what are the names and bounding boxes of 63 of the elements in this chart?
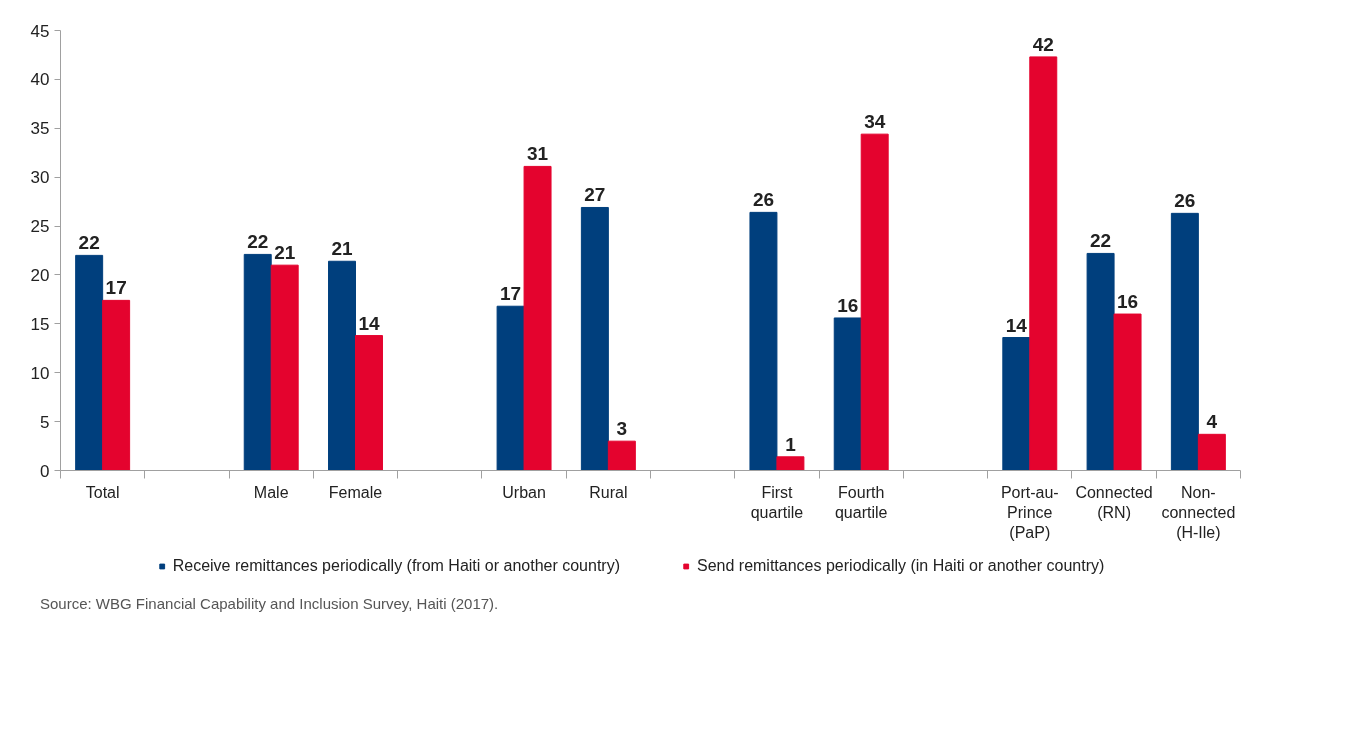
- bar: [1197, 433, 1226, 471]
- y-tick-label: 10: [30, 363, 50, 383]
- data-label: 16: [837, 294, 859, 316]
- data-label: 21: [331, 238, 354, 260]
- bar: [776, 456, 805, 471]
- y-tick-label: 25: [30, 217, 50, 237]
- bar: [328, 260, 356, 471]
- data-label: 22: [247, 231, 269, 253]
- x-tick-label: Female: [328, 483, 383, 501]
- bar: [580, 206, 609, 471]
- y-tick-label: 15: [30, 314, 50, 334]
- y-tick-label: 20: [30, 265, 50, 285]
- x-tick-label: Non- connected (H-Ile): [1161, 483, 1236, 542]
- x-tick-label: Port-au- Prince (PaP): [1000, 483, 1059, 542]
- bar: [749, 211, 778, 471]
- bar: [243, 253, 272, 471]
- data-label: 17: [500, 283, 522, 305]
- bar: [496, 305, 525, 471]
- bar: [355, 335, 383, 471]
- bar: [1002, 337, 1031, 471]
- data-label: 34: [864, 111, 886, 133]
- y-tick-label: 35: [30, 119, 50, 139]
- y-tick-label: 40: [30, 70, 50, 90]
- x-tick-label: Urban: [502, 483, 546, 501]
- y-tick-label: 5: [40, 412, 50, 432]
- data-label: 1: [785, 433, 797, 455]
- x-tick-label: Male: [253, 483, 289, 501]
- data-label: 22: [1090, 230, 1112, 252]
- legend-label: Send remittances periodically (in Haiti or another country): [696, 557, 1105, 575]
- x-tick-label: Fourth quartile: [834, 483, 888, 521]
- data-label: 14: [1005, 314, 1028, 336]
- bar: [270, 264, 299, 471]
- legend-label: Receive remittances periodically (from Haiti or another country): [172, 557, 620, 575]
- data-label: 26: [1174, 190, 1196, 212]
- data-label: 14: [358, 312, 380, 334]
- y-tick-label: 0: [40, 461, 50, 481]
- bar: [860, 133, 889, 471]
- data-label: 27: [584, 184, 606, 206]
- bar: [1170, 212, 1199, 471]
- data-label: 16: [1116, 291, 1139, 313]
- data-label: 21: [274, 242, 296, 264]
- data-label: 26: [752, 189, 775, 211]
- data-label: 3: [616, 418, 628, 440]
- data-label: 31: [526, 143, 549, 165]
- bar: [1113, 313, 1142, 471]
- y-tick-label: 45: [30, 21, 50, 41]
- data-label: 22: [78, 232, 100, 254]
- x-tick-label: First quartile: [750, 483, 804, 521]
- y-tick-label: 30: [30, 168, 50, 188]
- x-tick-label: Connected (RN): [1075, 483, 1153, 521]
- data-label: 42: [1032, 33, 1054, 55]
- x-tick-label: Rural: [589, 483, 628, 501]
- bar: [102, 299, 131, 471]
- bar: [1086, 252, 1115, 471]
- bar: [607, 440, 636, 471]
- data-label: 4: [1206, 411, 1218, 433]
- bar: [75, 254, 104, 471]
- bar: [833, 317, 862, 471]
- bar: [1029, 56, 1058, 471]
- x-tick-label: Total: [85, 483, 120, 501]
- source-note: Source: WBG Financial Capability and Inclusion Survey, Haiti (2017).: [40, 594, 499, 614]
- data-label: 17: [105, 277, 127, 299]
- bar: [523, 165, 552, 471]
